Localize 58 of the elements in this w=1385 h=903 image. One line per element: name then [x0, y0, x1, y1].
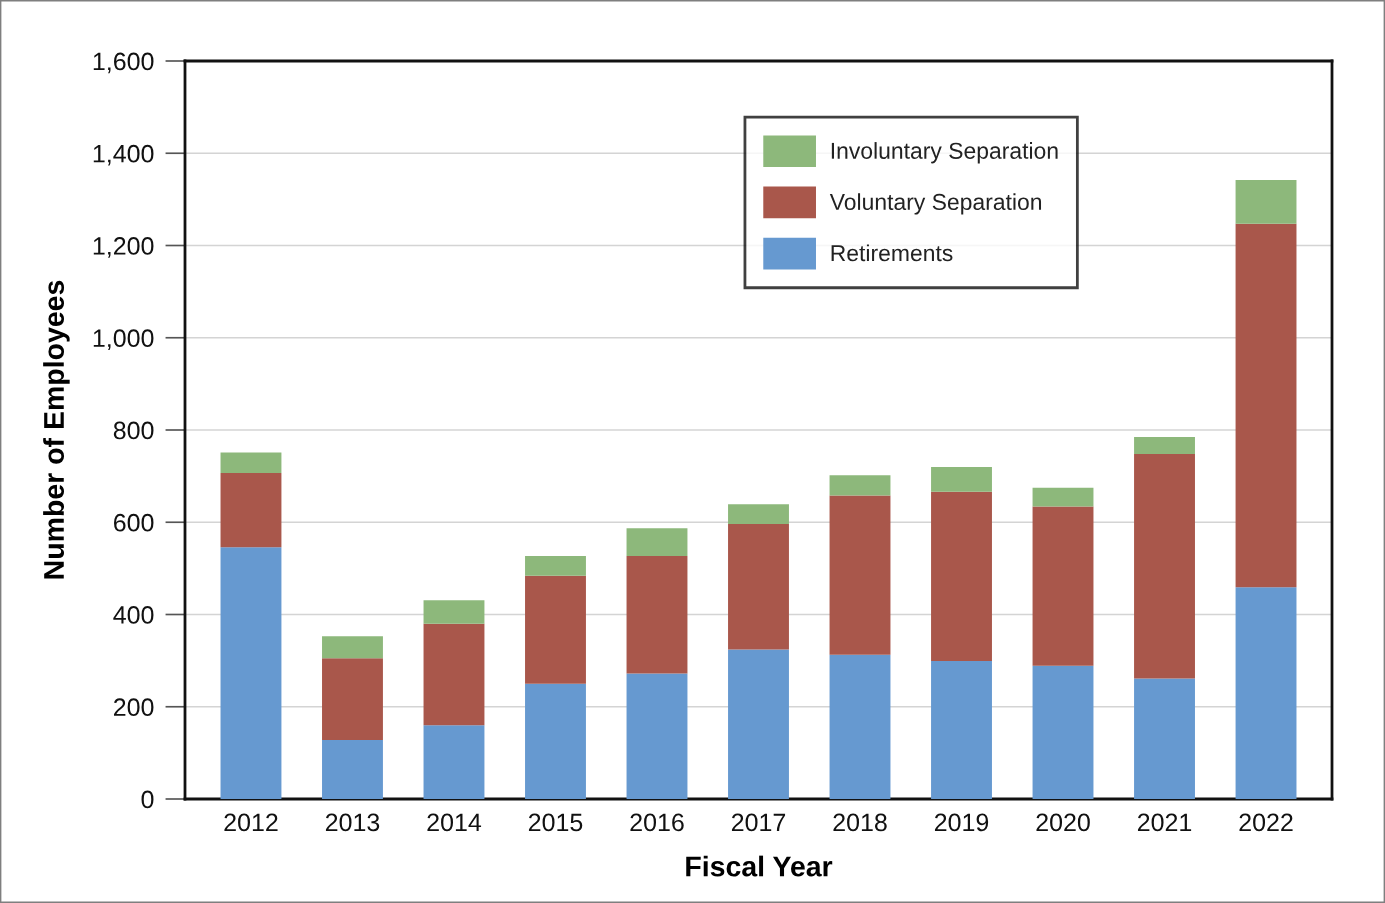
- bar: [423, 623, 485, 726]
- bar: [1032, 665, 1094, 799]
- bar: [626, 555, 688, 674]
- bar: [728, 649, 789, 799]
- bar: [220, 452, 282, 473]
- bar: [626, 528, 688, 556]
- x-tick-label: 2021: [1137, 813, 1192, 832]
- bar: [322, 658, 383, 740]
- bar: [1235, 180, 1297, 224]
- x-tick-label: 2016: [630, 813, 684, 832]
- bar: [626, 673, 688, 799]
- x-tick-label: 2015: [528, 813, 583, 832]
- bar: [829, 475, 891, 496]
- bar: [423, 600, 485, 624]
- bar: [322, 739, 383, 799]
- bar: [220, 547, 282, 799]
- y-tick-label: 200: [114, 698, 154, 717]
- bar: [728, 504, 789, 525]
- bar: [423, 725, 485, 799]
- y-tick-label: 800: [113, 421, 154, 440]
- bar: [829, 495, 891, 655]
- bar: [1032, 506, 1094, 666]
- bar: [1235, 587, 1297, 799]
- bar: [1032, 487, 1094, 507]
- y-tick-label: 1,200: [93, 237, 154, 258]
- y-tick-label: 0: [141, 790, 154, 809]
- x-tick-label: 2022: [1239, 813, 1293, 832]
- bar: [1134, 436, 1195, 454]
- legend-label: Voluntary Separation: [829, 193, 1042, 215]
- bar: [525, 555, 586, 576]
- y-tick-label: 1,000: [93, 329, 154, 351]
- bar: [525, 575, 586, 684]
- bar: [1134, 453, 1195, 679]
- y-tick-label: 1,400: [93, 144, 154, 166]
- x-tick-label: 2020: [1036, 813, 1090, 832]
- bar: [829, 654, 891, 799]
- x-tick-label: 2013: [325, 813, 380, 832]
- bar: [220, 472, 282, 548]
- y-tick-label: 1,600: [93, 52, 154, 74]
- x-tick-label: 2019: [934, 813, 989, 832]
- bar: [728, 524, 789, 650]
- bar: [1134, 678, 1195, 799]
- y-tick-label: 600: [114, 513, 154, 532]
- x-tick-label: 2014: [427, 813, 482, 832]
- bar: [931, 491, 992, 662]
- legend-label: Involuntary Separation: [831, 142, 1058, 164]
- bar: [525, 683, 586, 799]
- bar: [931, 661, 992, 799]
- x-axis-title: Fiscal Year: [686, 855, 833, 877]
- bar: [1235, 223, 1297, 588]
- y-tick-label: 400: [113, 606, 154, 624]
- x-tick-label: 2017: [731, 813, 786, 832]
- x-tick-label: 2018: [833, 813, 887, 832]
- bar: [322, 636, 383, 659]
- bar: [931, 466, 992, 492]
- x-tick-label: 2012: [224, 813, 278, 832]
- legend-label: Retirements: [831, 244, 953, 262]
- y-axis-title: Number of Employees: [43, 280, 70, 579]
